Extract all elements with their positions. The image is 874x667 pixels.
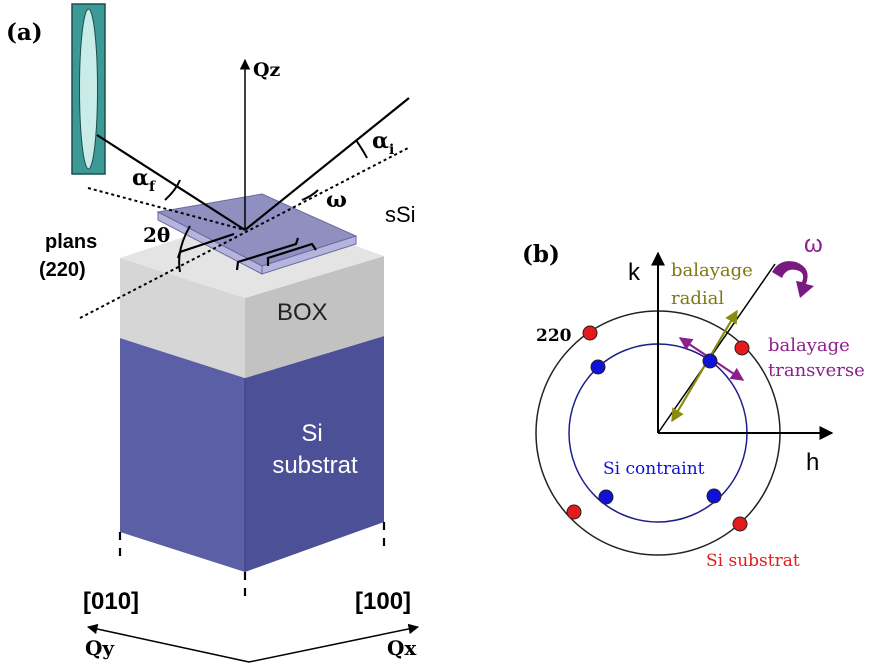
reflections (566, 325, 750, 532)
qx-label: Qx (387, 636, 417, 660)
si-contraint-point (598, 489, 614, 505)
two-theta-arc (178, 225, 191, 273)
alpha-f-label: αf (132, 165, 156, 195)
panel-b: (b) k h ω balayage radial (522, 231, 865, 571)
panel-a-label: (a) (6, 19, 43, 46)
reflection-220-label: 220 (536, 326, 572, 346)
k-label: k (628, 259, 641, 286)
si-contraint-point (702, 353, 718, 369)
transverse-scan-label-2: transverse (768, 360, 865, 381)
panel-a: (a) (6, 3, 420, 663)
direction-100-label: [100] (355, 588, 411, 615)
plans-label: plans (45, 231, 97, 253)
radial-scan-label-1: balayage (671, 260, 753, 281)
incident-beam (244, 97, 410, 231)
panel-b-label: (b) (522, 241, 560, 268)
si-substrat-point (734, 340, 750, 356)
ssi-label: sSi (385, 202, 416, 227)
alpha-i-arc (355, 139, 368, 159)
qz-label: Qz (253, 59, 281, 81)
direction-010-label: [010] (83, 588, 139, 615)
plane-dotted-line (79, 147, 409, 319)
beams (79, 58, 410, 319)
box-label: BOX (277, 299, 328, 326)
detector-icon (71, 3, 106, 175)
si-substrat-point (582, 325, 598, 341)
qxy-arrows (86, 623, 420, 663)
si-substrat-label: Si substrat (706, 551, 800, 571)
h-label: h (806, 449, 819, 476)
diffracted-beam (96, 134, 246, 231)
omega-arc (301, 189, 319, 201)
si-contraint-point (706, 488, 722, 504)
omega-b-label: ω (804, 231, 823, 258)
omega-label: ω (326, 187, 347, 213)
si-contraint-point (590, 359, 606, 375)
plans-220-label: (220) (39, 259, 86, 281)
si-label: Si (301, 420, 322, 447)
substrat-label: substrat (272, 452, 358, 479)
two-theta-label: 2θ (143, 223, 170, 247)
alpha-i-label: αi (372, 128, 394, 158)
transverse-scan-label-1: balayage (768, 335, 850, 356)
block-dashed-edges (118, 522, 386, 604)
si-substrate-block (120, 336, 384, 572)
radial-scan-label-2: radial (671, 288, 724, 309)
qy-label: Qy (85, 636, 115, 660)
omega-rotation-icon (772, 261, 814, 298)
alpha-f-arc (164, 179, 181, 201)
si-substrat-point (732, 516, 748, 532)
si-substrat-point (566, 504, 582, 520)
si-contraint-label: Si contraint (603, 459, 705, 479)
